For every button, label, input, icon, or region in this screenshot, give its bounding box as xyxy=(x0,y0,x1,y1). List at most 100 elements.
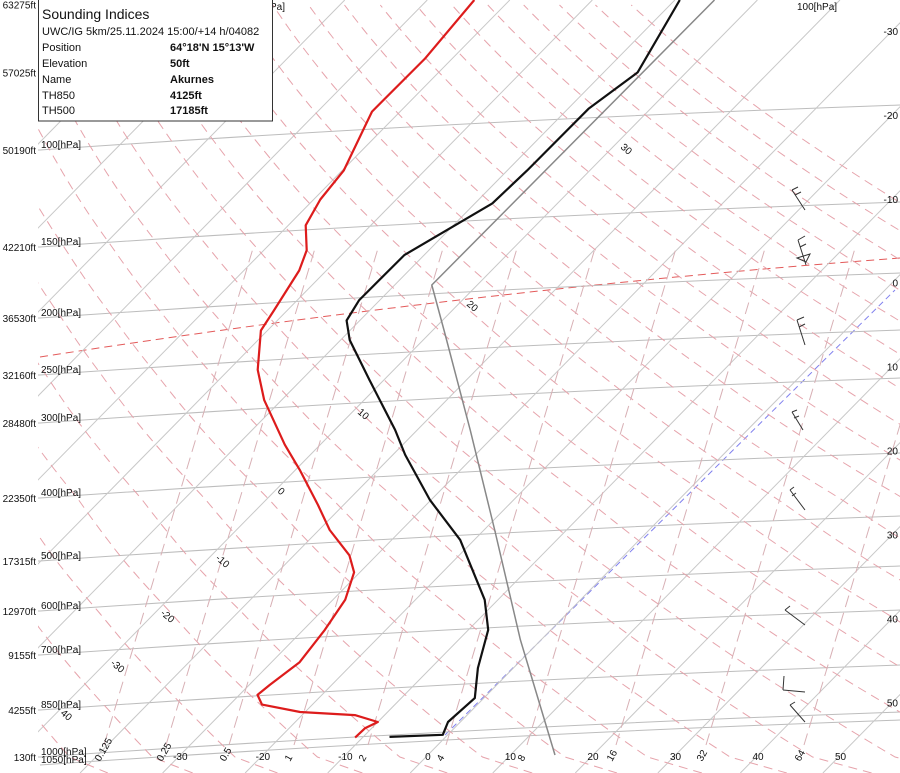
wind-barb xyxy=(789,486,806,511)
annotation: Pa] xyxy=(270,2,285,13)
isotherm xyxy=(38,0,593,565)
wind-barb xyxy=(789,701,806,723)
isotherm xyxy=(38,0,181,145)
height-label: 32160ft xyxy=(3,371,37,382)
dry-adiabat xyxy=(595,4,900,232)
wind-barb xyxy=(791,186,806,211)
x-tick-label: -20 xyxy=(256,752,271,763)
pressure-label: 600[hPa] xyxy=(41,601,81,612)
adiabat-label: -20 xyxy=(158,608,176,626)
pressure-label: 250[hPa] xyxy=(41,365,81,376)
isotherm xyxy=(162,22,900,773)
mixing-ratio-line xyxy=(165,249,315,746)
dry-adiabat xyxy=(630,4,900,204)
isotherm xyxy=(327,190,900,773)
x-tick-label: 40 xyxy=(752,752,764,763)
dry-adiabat xyxy=(523,4,900,291)
height-label: 63275ft xyxy=(3,0,37,11)
profile-line xyxy=(345,0,681,738)
dry-adiabat xyxy=(200,4,900,623)
dry-adiabat xyxy=(38,282,533,773)
mixing-ratio-label: 0.5 xyxy=(218,746,235,764)
pressure-label: 1000[hPa] xyxy=(41,747,87,758)
mixing-ratio-label: 2 xyxy=(357,753,370,764)
adiabat-label: 0 xyxy=(275,486,287,498)
dry-adiabat xyxy=(38,127,703,773)
height-label: 12970ft xyxy=(3,607,37,618)
height-label: 42210ft xyxy=(3,243,37,254)
right-tick-label: 20 xyxy=(887,447,899,458)
mixing-ratio-label: 16 xyxy=(605,748,620,764)
info-frame xyxy=(38,0,273,122)
isobar xyxy=(39,664,900,711)
right-tick-label: 40 xyxy=(887,615,899,626)
isotherm xyxy=(38,0,346,313)
mixing-ratio-line xyxy=(103,249,253,746)
freezing-line xyxy=(39,257,900,358)
mixing-ratio-label: 0.25 xyxy=(155,741,174,764)
mixing-ratio-line xyxy=(705,249,855,746)
pressure-label: 1050[hPa] xyxy=(41,755,87,766)
dry-adiabat xyxy=(308,4,900,498)
dry-adiabat xyxy=(164,4,900,668)
height-label: 130ft xyxy=(14,753,36,764)
wind-barb xyxy=(791,409,804,431)
mixing-ratio-line xyxy=(367,249,517,746)
mixing-ratio-line xyxy=(803,423,900,746)
mixing-ratio-line xyxy=(615,249,765,746)
adiabat-label: -30 xyxy=(108,658,126,676)
height-label: 22350ft xyxy=(3,494,37,505)
x-tick-label: -30 xyxy=(173,752,188,763)
info-label: Name xyxy=(42,74,71,86)
isobar xyxy=(39,565,900,612)
x-tick-label: 0 xyxy=(425,752,431,763)
info-value: 50ft xyxy=(170,58,190,70)
height-label: 17315ft xyxy=(3,557,37,568)
wind-barb xyxy=(796,316,806,346)
info-value: Akurnes xyxy=(170,74,214,86)
isotherm xyxy=(492,357,900,773)
isobar xyxy=(39,719,900,766)
isotherm xyxy=(739,609,900,773)
dry-adiabat xyxy=(487,4,900,322)
wind-barb xyxy=(782,675,806,693)
dry-adiabat xyxy=(344,4,900,461)
dry-adiabat xyxy=(236,4,900,581)
isotherm xyxy=(657,525,900,773)
mixing-ratio-label: 0.125 xyxy=(93,736,115,764)
profile-line xyxy=(431,0,716,756)
mixing-ratio-label: 8 xyxy=(516,753,529,764)
mixing-ratio-label: 32 xyxy=(695,748,710,764)
dry-adiabat xyxy=(451,4,900,355)
pressure-label: 500[hPa] xyxy=(41,551,81,562)
info-label: Elevation xyxy=(42,58,87,70)
right-tick-label: 30 xyxy=(887,531,899,542)
isotherm xyxy=(38,0,263,229)
height-label: 50190ft xyxy=(3,146,37,157)
pressure-label: 200[hPa] xyxy=(41,308,81,319)
annotation: 100[hPa] xyxy=(797,2,837,13)
x-tick-label: 30 xyxy=(670,752,682,763)
pressure-label: 100[hPa] xyxy=(41,140,81,151)
isobar xyxy=(39,377,900,424)
mixing-ratio-line xyxy=(445,249,595,746)
isotherm xyxy=(38,0,511,481)
mixing-ratio-label: 1 xyxy=(283,753,296,764)
height-label: 4255ft xyxy=(8,706,36,717)
info-value: 17185ft xyxy=(170,105,208,117)
right-tick-label: -30 xyxy=(884,27,899,38)
isobar xyxy=(39,201,900,248)
x-tick-label: -10 xyxy=(338,752,353,763)
adiabat-label: 20 xyxy=(464,299,480,315)
dry-adiabat xyxy=(379,4,900,425)
profiles xyxy=(256,0,716,756)
info-label: TH850 xyxy=(42,90,75,102)
adiabat-label: -10 xyxy=(213,553,231,571)
labels: 1050[hPa]1000[hPa] 850[hPa] 700[hPa] 600[hP… xyxy=(3,0,899,766)
mixing-ratio-label: 64 xyxy=(793,748,808,764)
isobar xyxy=(39,711,900,758)
height-label: 9155ft xyxy=(8,651,36,662)
info-subtitle: UWC/IG 5km/25.11.2024 15:00/+14 h/04082 xyxy=(42,26,259,38)
